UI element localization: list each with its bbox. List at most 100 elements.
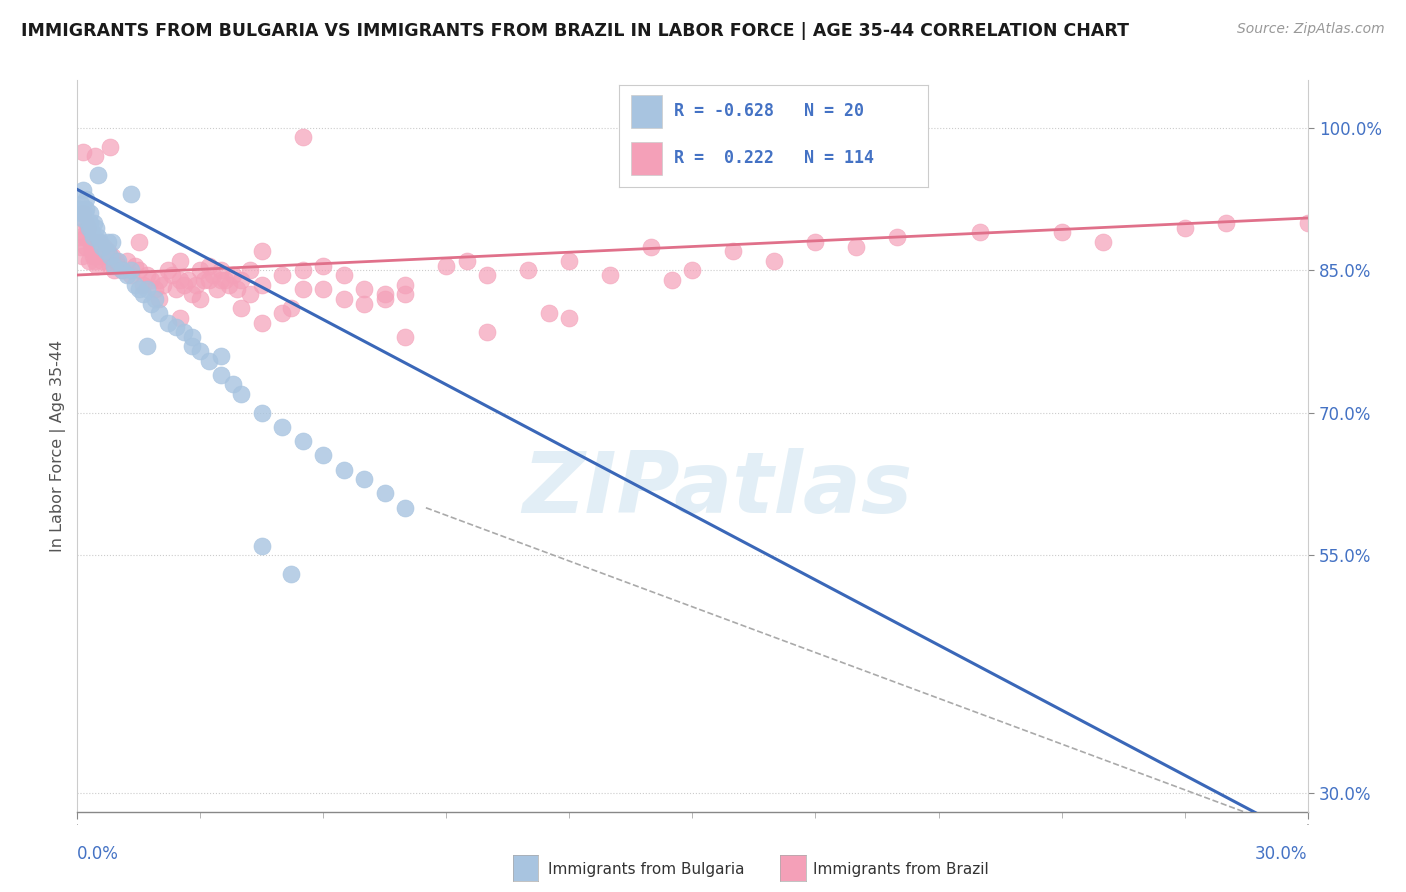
Point [103,263,125,277]
Point [87,249,110,263]
Text: Source: ZipAtlas.com: Source: ZipAtlas.com [1237,22,1385,37]
Point [197,273,219,287]
Point [79,206,101,220]
Point [79,235,101,249]
Point [98,259,121,273]
Point [477,325,499,339]
Point [77,253,100,268]
Point [456,253,478,268]
Point [73,206,96,220]
Point [250,244,273,259]
Point [291,282,314,296]
Point [72,206,94,220]
Point [90,253,114,268]
Point [845,239,868,253]
Point [214,273,236,287]
Point [136,268,159,282]
Point [152,277,174,292]
Point [1174,220,1197,235]
Text: R = -0.628   N = 20: R = -0.628 N = 20 [675,102,865,120]
Point [193,273,215,287]
Point [80,244,103,259]
Point [222,377,245,392]
Point [186,277,208,292]
Point [682,263,704,277]
Point [75,202,97,216]
Point [128,282,150,296]
Point [239,263,262,277]
Point [969,225,991,239]
Point [83,235,105,249]
Point [80,225,103,239]
Point [436,259,458,273]
Point [136,282,159,296]
Point [70,249,93,263]
Point [312,259,335,273]
Point [333,268,356,282]
Point [804,235,827,249]
Point [143,282,166,296]
Point [103,259,125,273]
Point [222,268,245,282]
Point [156,263,179,277]
Point [94,249,117,263]
Point [231,301,253,316]
Point [250,277,273,292]
Point [291,130,314,145]
Point [394,330,416,344]
Point [197,353,219,368]
Point [218,277,240,292]
Point [83,253,105,268]
Point [93,239,115,253]
Point [280,301,302,316]
Point [312,449,335,463]
Point [107,253,129,268]
Point [120,268,142,282]
Point [141,273,163,287]
Point [640,239,662,253]
Point [89,235,111,249]
Point [98,249,121,263]
Point [124,259,146,273]
Point [333,463,356,477]
Point [353,472,375,486]
Point [165,320,187,334]
Point [188,292,212,306]
Point [271,306,294,320]
Point [148,292,170,306]
Point [181,287,204,301]
Y-axis label: In Labor Force | Age 35-44: In Labor Force | Age 35-44 [51,340,66,552]
Point [1215,216,1237,230]
Point [165,282,187,296]
Point [132,277,155,292]
Point [70,196,93,211]
Point [70,211,93,225]
Point [188,344,212,359]
Point [136,339,159,353]
Point [599,268,621,282]
Point [169,310,191,325]
Point [291,434,314,449]
Point [374,287,396,301]
Point [173,277,195,292]
Point [111,263,134,277]
Point [231,386,253,401]
Point [239,287,262,301]
Point [181,330,204,344]
Point [1296,216,1319,230]
Point [75,216,97,230]
Point [69,239,91,253]
Point [477,268,499,282]
Point [107,259,129,273]
Point [201,268,224,282]
Point [353,296,375,310]
Point [209,273,232,287]
Point [517,263,540,277]
Point [173,325,195,339]
Point [271,268,294,282]
Point [87,230,110,244]
Point [177,273,200,287]
Point [1091,235,1114,249]
Point [87,235,110,249]
Point [105,253,128,268]
